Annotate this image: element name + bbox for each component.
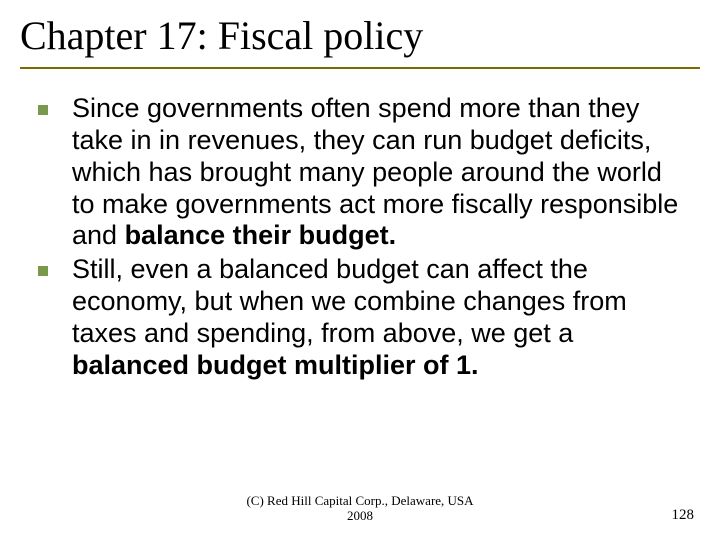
bullet-item: Since governments often spend more than … [38,93,682,252]
page-number: 128 [672,507,695,524]
bold-text: balance their budget. [125,220,397,250]
footer: (C) Red Hill Capital Corp., Delaware, US… [0,494,720,524]
bold-text: balanced budget multiplier of 1. [72,350,479,380]
bullet-square-icon [38,266,48,276]
slide-content: Since governments often spend more than … [20,93,700,382]
footer-line1: (C) Red Hill Capital Corp., Delaware, US… [246,493,473,508]
slide-title: Chapter 17: Fiscal policy [20,12,700,69]
footer-text: (C) Red Hill Capital Corp., Delaware, US… [246,494,473,524]
bullet-text: Since governments often spend more than … [72,93,682,252]
body-text: Still, even a balanced budget can affect… [72,254,627,348]
bullet-square-icon [38,105,48,115]
slide: Chapter 17: Fiscal policy Since governme… [0,0,720,540]
bullet-item: Still, even a balanced budget can affect… [38,254,682,381]
footer-line2: 2008 [347,508,373,523]
bullet-text: Still, even a balanced budget can affect… [72,254,682,381]
